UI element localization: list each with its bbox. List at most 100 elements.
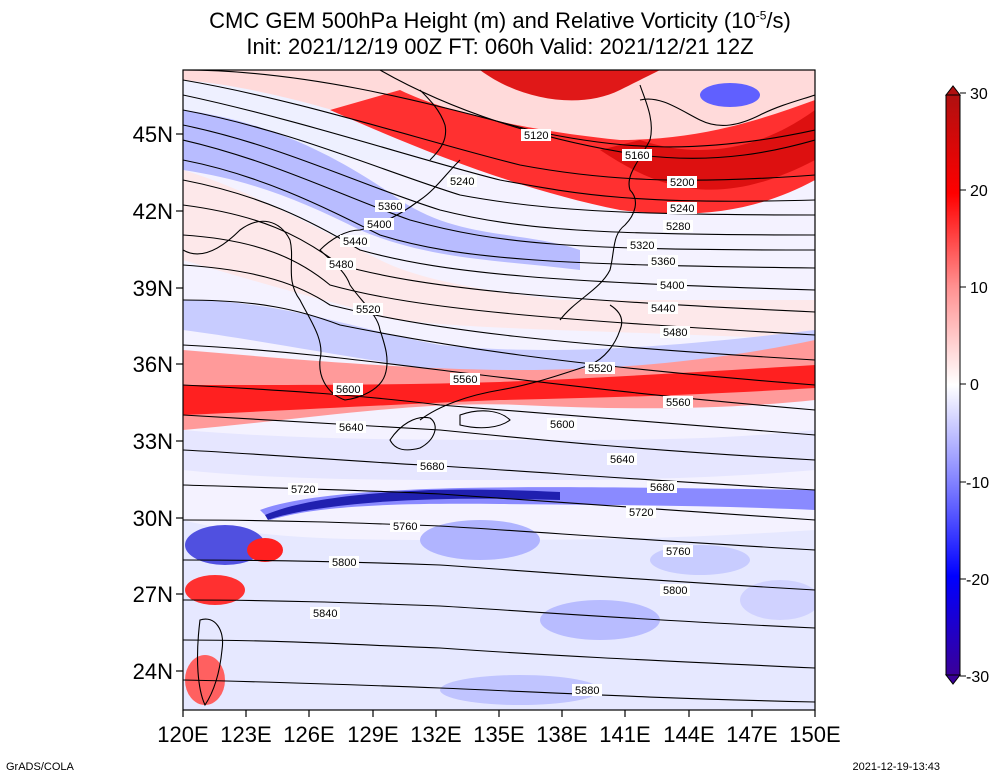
contour-label: 5280 [663, 220, 693, 233]
lat-label: 30N [133, 506, 173, 531]
colorbar-label: 10 [970, 280, 988, 297]
svg-text:5800: 5800 [332, 557, 356, 569]
contour-label: 5440 [648, 302, 678, 315]
latitude-labels: 45N 42N 39N 36N 33N 30N 27N 24N [133, 122, 173, 684]
lon-label: 135E [473, 722, 524, 747]
lat-label: 33N [133, 429, 173, 454]
title-exponent: -5 [755, 8, 767, 23]
contour-label: 5480 [326, 258, 356, 271]
contour-label: 5360 [648, 255, 678, 268]
contour-label: 5320 [627, 239, 657, 252]
lon-label: 129E [347, 722, 398, 747]
svg-text:5440: 5440 [651, 303, 675, 315]
svg-text:5480: 5480 [663, 327, 687, 339]
contour-label: 5680 [417, 460, 447, 473]
contour-label: 5880 [572, 684, 602, 697]
contour-label: 5640 [336, 421, 366, 434]
colorbar-label: 30 [970, 86, 988, 103]
taiwan-coast [197, 618, 224, 707]
contour-label: 5240 [447, 175, 477, 188]
lon-label: 132E [410, 722, 461, 747]
svg-text:5720: 5720 [291, 484, 315, 496]
contour-label: 5800 [329, 556, 359, 569]
vorticity-field [183, 70, 815, 710]
svg-text:5520: 5520 [356, 304, 380, 316]
contour-label: 5680 [647, 481, 677, 494]
lon-label: 120E [157, 722, 208, 747]
contour-label: 5600 [547, 418, 577, 431]
svg-text:5560: 5560 [453, 374, 477, 386]
svg-text:5280: 5280 [666, 221, 690, 233]
colorbar-label: -10 [966, 475, 989, 492]
colorbar: 30 20 10 0 -10 -20 -30 [944, 85, 989, 686]
contour-label: 5200 [667, 176, 697, 189]
svg-text:5680: 5680 [420, 461, 444, 473]
svg-text:5800: 5800 [663, 585, 687, 597]
svg-text:5360: 5360 [651, 256, 675, 268]
svg-text:5400: 5400 [660, 280, 684, 292]
contour-label: 5560 [450, 373, 480, 386]
colorbar-label: -20 [966, 572, 989, 589]
kyushu-coast [389, 416, 436, 451]
colorbar-label: 20 [970, 183, 988, 200]
hokkaido-kuril-coast [639, 94, 815, 126]
contour-label: 5360 [375, 200, 405, 213]
japan-north-coast [559, 84, 652, 321]
svg-text:5440: 5440 [343, 236, 367, 248]
shikoku-coast [459, 410, 511, 429]
lat-label: 36N [133, 352, 173, 377]
contour-label: 5600 [333, 383, 363, 396]
svg-text:5640: 5640 [339, 422, 363, 434]
svg-text:5160: 5160 [625, 150, 649, 162]
svg-text:5760: 5760 [666, 546, 690, 558]
lon-label: 126E [283, 722, 334, 747]
contour-label: 5640 [607, 453, 637, 466]
korea-china-coast [183, 159, 461, 401]
contour-label: 5720 [288, 483, 318, 496]
sakhalin-coast [419, 89, 447, 161]
contour-label: 5760 [663, 545, 693, 558]
contour-labels: 5120 5160 5200 5240 5240 5280 5320 5360 … [288, 129, 697, 697]
lat-label: 42N [133, 199, 173, 224]
svg-text:5560: 5560 [666, 397, 690, 409]
svg-text:5520: 5520 [588, 363, 612, 375]
colorbar-bottom-arrow [944, 674, 962, 685]
lon-label: 144E [663, 722, 714, 747]
svg-text:5840: 5840 [313, 608, 337, 620]
timestamp-text: 2021-12-19-13:43 [852, 761, 940, 773]
colorbar-bar [945, 94, 961, 676]
credit-text: GrADS/COLA [6, 761, 74, 773]
lat-label: 39N [133, 276, 173, 301]
contour-label: 5120 [521, 129, 551, 142]
lon-label: 123E [220, 722, 271, 747]
lon-label: 141E [599, 722, 650, 747]
svg-text:5880: 5880 [575, 685, 599, 697]
colorbar-top-arrow [944, 85, 962, 96]
svg-text:5600: 5600 [550, 419, 574, 431]
svg-text:5480: 5480 [329, 259, 353, 271]
svg-text:5320: 5320 [630, 240, 654, 252]
contour-label: 5480 [660, 326, 690, 339]
axis-ticks [176, 133, 816, 717]
contour-label: 5440 [340, 235, 370, 248]
contour-label: 5760 [390, 520, 420, 533]
contour-label: 5400 [657, 279, 687, 292]
lat-label: 27N [133, 582, 173, 607]
height-contours [183, 70, 815, 703]
svg-text:5640: 5640 [610, 454, 634, 466]
lon-label: 147E [726, 722, 777, 747]
svg-text:5760: 5760 [393, 521, 417, 533]
map-title: CMC GEM 500hPa Height (m) and Relative V… [0, 8, 1000, 34]
map-subtitle: Init: 2021/12/19 00Z FT: 060h Valid: 202… [246, 34, 754, 59]
contour-label: 5560 [663, 396, 693, 409]
contour-label: 5520 [585, 362, 615, 375]
svg-text:5600: 5600 [336, 384, 360, 396]
svg-text:5200: 5200 [670, 177, 694, 189]
lon-label: 150E [789, 722, 840, 747]
svg-text:5240: 5240 [450, 176, 474, 188]
svg-text:5360: 5360 [378, 201, 402, 213]
svg-text:5120: 5120 [524, 130, 548, 142]
colorbar-label: 0 [970, 377, 979, 394]
contour-label: 5520 [353, 303, 383, 316]
